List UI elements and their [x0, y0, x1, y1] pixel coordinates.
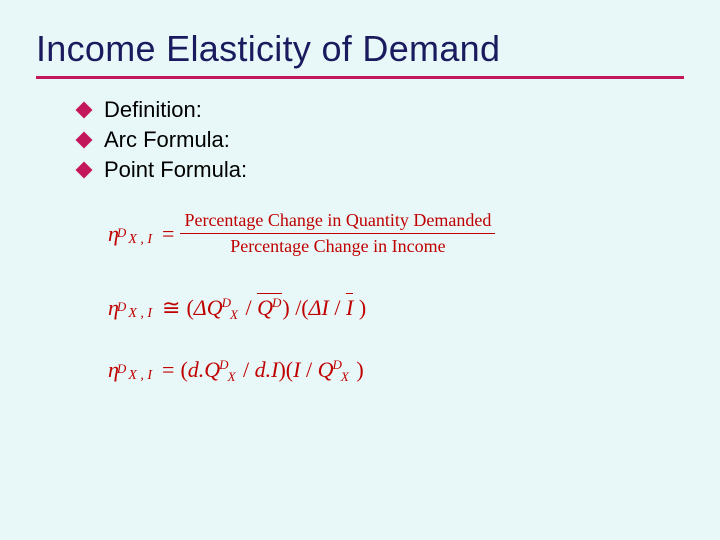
- fraction-numerator: Percentage Change in Quantity Demanded: [180, 209, 495, 232]
- diamond-icon: [76, 102, 93, 119]
- bullet-label: Definition:: [104, 97, 202, 123]
- equals-sign: =: [162, 221, 174, 247]
- eta-label: ηDX , I: [108, 221, 152, 247]
- list-item: Point Formula:: [78, 157, 684, 183]
- list-item: Arc Formula:: [78, 127, 684, 153]
- eta-super: D: [117, 299, 126, 315]
- bullet-list: Definition: Arc Formula: Point Formula:: [78, 97, 684, 183]
- title-underline: [36, 76, 684, 79]
- eta-super: D: [117, 225, 126, 241]
- equals-sign: =: [162, 357, 174, 383]
- point-expression: (d.QDX / d.I)(I / QDX ): [180, 357, 363, 383]
- formula-arc: ηDX , I ≅ (ΔQDX / QD) /(ΔI / I ): [108, 295, 684, 321]
- formula-block: ηDX , I = Percentage Change in Quantity …: [108, 209, 684, 383]
- fraction-bar: [180, 233, 495, 234]
- arc-expression: (ΔQDX / QD) /(ΔI / I ): [186, 295, 366, 321]
- diamond-icon: [76, 162, 93, 179]
- eta-label: ηDX , I: [108, 295, 152, 321]
- slide-root: Income Elasticity of Demand Definition: …: [0, 0, 720, 383]
- fraction-denominator: Percentage Change in Income: [226, 235, 449, 258]
- formula-point: ηDX , I = (d.QDX / d.I)(I / QDX ): [108, 357, 684, 383]
- diamond-icon: [76, 132, 93, 149]
- list-item: Definition:: [78, 97, 684, 123]
- bullet-label: Point Formula:: [104, 157, 247, 183]
- eta-label: ηDX , I: [108, 357, 152, 383]
- eta-sub: X , I: [128, 232, 152, 248]
- eta-super: D: [117, 361, 126, 377]
- approx-sign: ≅: [162, 295, 180, 321]
- slide-title: Income Elasticity of Demand: [36, 28, 684, 70]
- fraction: Percentage Change in Quantity Demanded P…: [180, 209, 495, 259]
- eta-sub: X , I: [128, 306, 152, 322]
- eta-sub: X , I: [128, 368, 152, 384]
- formula-definition: ηDX , I = Percentage Change in Quantity …: [108, 209, 684, 259]
- bullet-label: Arc Formula:: [104, 127, 230, 153]
